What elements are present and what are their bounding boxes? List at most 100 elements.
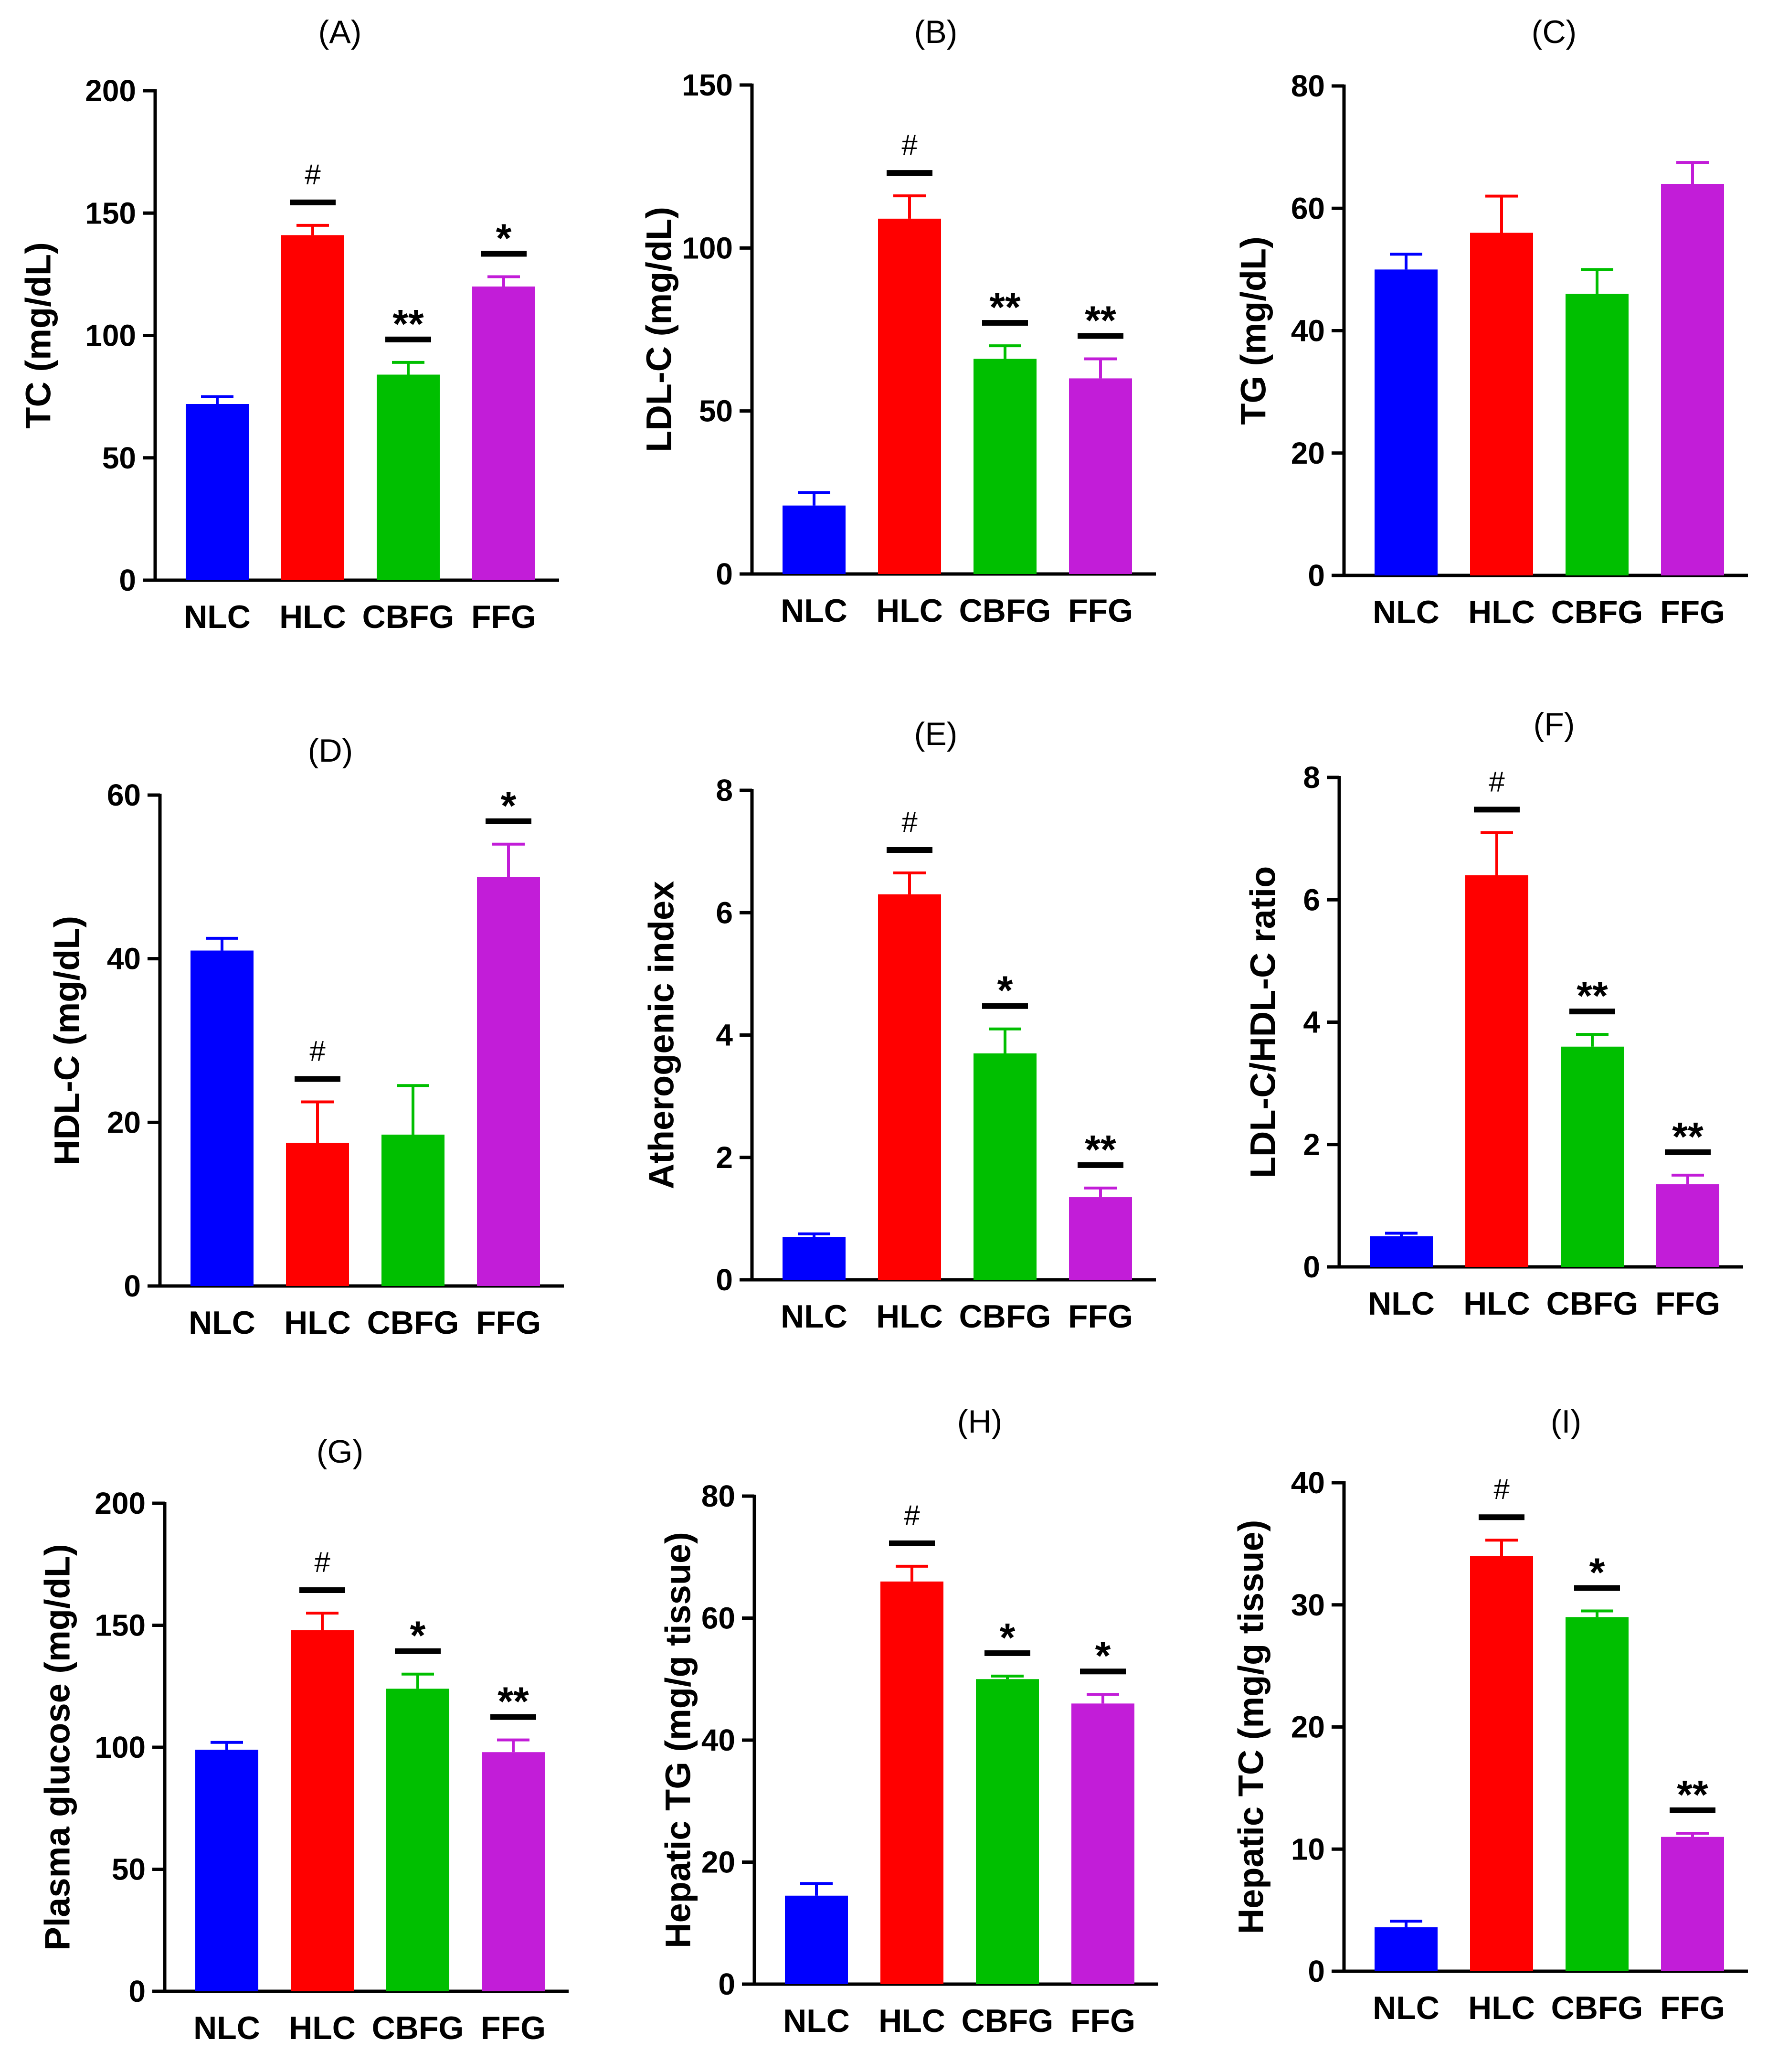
x-category-label: NLC: [1373, 1990, 1439, 2026]
x-category-label: FFG: [481, 2010, 546, 2046]
x-category-label: FFG: [1660, 594, 1725, 630]
x-category-label: NLC: [189, 1305, 255, 1341]
panel-title: (A): [318, 14, 362, 50]
y-tick-label: 4: [1303, 1005, 1320, 1040]
x-category-label: FFG: [1068, 593, 1133, 629]
chart-panel: (E) Atherogenic index 0 2 4 6 8 NLC HLC # CBFG * FFG…: [642, 716, 1156, 1335]
bar-ffg: [482, 1752, 545, 1991]
bar-hlc: [1470, 233, 1533, 575]
x-category-label: HLC: [1468, 594, 1535, 630]
y-axis-title: Plasma glucose (mg/dL): [38, 1544, 77, 1950]
panel-title: (F): [1534, 706, 1575, 743]
chart-panel: (G) Plasma glucose (mg/dL) 0 50 100 150 200 NLC…: [38, 1434, 569, 2046]
y-tick-label: 80: [1291, 69, 1325, 103]
y-tick-label: 0: [716, 1263, 733, 1297]
x-category-label: NLC: [1373, 594, 1439, 630]
y-tick-label: 8: [1303, 760, 1320, 795]
bar-nlc: [190, 950, 254, 1286]
y-tick-label: 20: [107, 1105, 141, 1139]
y-axis-title: Hepatic TG (mg/g tissue): [658, 1532, 698, 1948]
x-category-label: CBFG: [362, 599, 455, 635]
bar-hlc: [291, 1630, 354, 1991]
x-category-label: CBFG: [959, 593, 1051, 629]
bar-cbfg: [381, 1135, 444, 1286]
bar-ffg: [1661, 1837, 1724, 1971]
significance-marker: *: [997, 968, 1013, 1013]
x-category-label: NLC: [781, 1298, 847, 1335]
significance-marker: **: [989, 285, 1021, 329]
panel-title: (D): [308, 733, 353, 769]
bar-cbfg: [976, 1679, 1039, 1984]
panel-title: (B): [914, 14, 958, 50]
significance-marker: **: [392, 301, 424, 346]
y-axis-title: LDL-C (mg/dL): [639, 207, 679, 452]
bar-ffg: [477, 877, 540, 1286]
significance-marker: **: [1085, 298, 1116, 342]
bar-hlc: [286, 1143, 349, 1286]
significance-marker: #: [314, 1546, 330, 1578]
significance-marker: **: [1672, 1114, 1704, 1159]
chart-panel: (B) LDL-C (mg/dL) 0 50 100 150 NLC HLC # CBFG ** FF…: [639, 14, 1156, 629]
panel-title: (E): [914, 716, 958, 752]
x-category-label: CBFG: [959, 1298, 1051, 1335]
significance-marker: *: [410, 1613, 426, 1658]
y-axis-title: TG (mg/dL): [1234, 236, 1273, 425]
panel-title: (I): [1551, 1403, 1581, 1440]
bar-ffg: [1656, 1184, 1719, 1267]
x-category-label: HLC: [279, 599, 346, 635]
y-tick-label: 200: [85, 74, 136, 108]
bar-hlc: [878, 218, 941, 574]
y-axis-title: Atherogenic index: [642, 881, 681, 1190]
bar-nlc: [195, 1750, 258, 1991]
x-category-label: NLC: [1368, 1286, 1435, 1322]
y-tick-label: 10: [1291, 1832, 1325, 1866]
panel-title: (C): [1532, 14, 1577, 50]
bar-hlc: [281, 235, 344, 580]
bar-cbfg: [1561, 1046, 1624, 1267]
panel-title: (G): [317, 1434, 363, 1470]
bar-hlc: [1470, 1556, 1533, 1971]
y-tick-label: 100: [682, 231, 733, 265]
bar-cbfg: [1566, 1617, 1629, 1971]
significance-marker: *: [1589, 1550, 1605, 1595]
x-category-label: FFG: [1068, 1298, 1133, 1335]
y-tick-label: 50: [699, 394, 733, 428]
significance-marker: **: [1085, 1127, 1116, 1172]
significance-marker: *: [1095, 1633, 1111, 1678]
y-tick-label: 20: [1291, 1710, 1325, 1744]
x-category-label: NLC: [184, 599, 251, 635]
bar-nlc: [1375, 1927, 1438, 1971]
x-category-label: HLC: [1468, 1990, 1535, 2026]
bar-nlc: [1370, 1236, 1433, 1267]
x-category-label: NLC: [193, 2010, 260, 2046]
y-tick-label: 40: [1291, 1466, 1325, 1500]
chart-panel: (C) TG (mg/dL) 0 20 40 60 80 NLC HLC CBFG FFG: [1234, 14, 1748, 630]
y-tick-label: 0: [1308, 1954, 1325, 1988]
significance-marker: #: [904, 1499, 920, 1531]
y-tick-label: 150: [682, 68, 733, 102]
bar-nlc: [783, 505, 846, 574]
y-tick-label: 100: [85, 319, 136, 353]
bar-hlc: [1465, 875, 1528, 1267]
y-tick-label: 40: [1291, 314, 1325, 348]
x-category-label: CBFG: [1551, 594, 1643, 630]
y-tick-label: 0: [1308, 558, 1325, 593]
bar-nlc: [785, 1895, 848, 1984]
y-tick-label: 4: [716, 1018, 733, 1052]
y-tick-label: 200: [95, 1486, 146, 1520]
significance-marker: #: [309, 1035, 326, 1067]
x-category-label: HLC: [876, 1298, 943, 1335]
x-category-label: HLC: [876, 593, 943, 629]
y-tick-label: 60: [1291, 191, 1325, 225]
y-tick-label: 8: [716, 773, 733, 808]
y-tick-label: 0: [128, 1974, 146, 2008]
y-tick-label: 40: [107, 942, 141, 976]
y-tick-label: 30: [1291, 1588, 1325, 1622]
bar-cbfg: [1566, 294, 1629, 575]
x-category-label: HLC: [878, 2003, 945, 2039]
panel-title: (H): [957, 1403, 1002, 1440]
y-tick-label: 150: [95, 1608, 146, 1643]
chart-panel: (H) Hepatic TG (mg/g tissue) 0 20 40 60 80 NLC H…: [658, 1403, 1158, 2039]
chart-panel: (I) Hepatic TC (mg/g tissue) 0 10 20 30 40 NLC H…: [1231, 1403, 1748, 2026]
